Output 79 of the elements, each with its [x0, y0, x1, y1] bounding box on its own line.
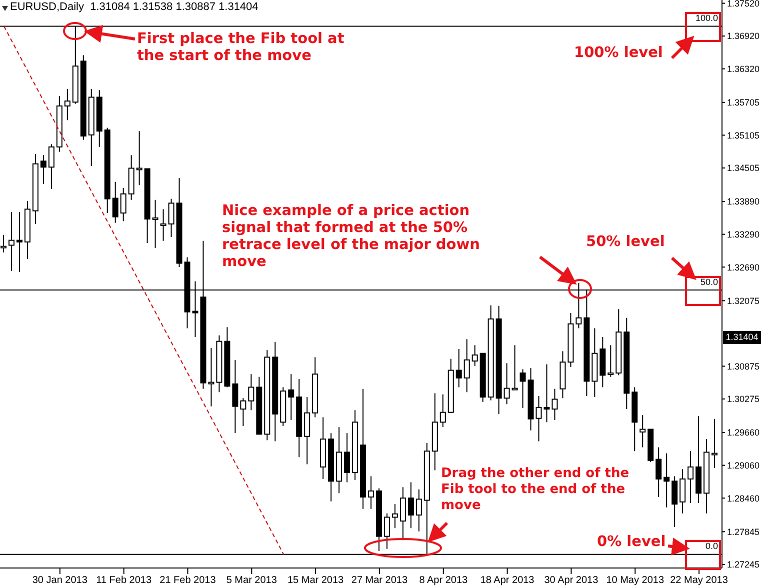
x-tick-label: 27 Mar 2013 [351, 575, 408, 586]
candlestick [152, 199, 158, 248]
candlestick [680, 468, 686, 514]
candlestick [656, 446, 662, 498]
candlestick [512, 344, 518, 390]
candlestick [712, 418, 718, 469]
candlestick [368, 476, 374, 510]
candlestick [640, 414, 646, 448]
candlestick [552, 388, 558, 420]
y-tick-label: 1.32075 [727, 296, 760, 306]
candlestick [344, 432, 350, 483]
x-tick-label: 10 May 2013 [606, 575, 664, 586]
x-tick-label: 21 Feb 2013 [160, 575, 216, 586]
x-tick-label: 8 Apr 2013 [419, 575, 468, 586]
x-tick-label: 22 May 2013 [670, 575, 728, 586]
candlestick [608, 344, 614, 378]
candlestick [48, 144, 54, 190]
annotation: 50.0 [699, 277, 718, 288]
annotation: 0% level [597, 534, 667, 551]
candlestick [408, 482, 414, 529]
y-tick-label: 1.30275 [727, 394, 760, 404]
candlestick [64, 88, 70, 121]
candlestick [240, 398, 246, 426]
candlestick [664, 452, 670, 508]
y-tick-label: 1.27845 [727, 526, 760, 537]
candlestick [16, 211, 22, 272]
candlestick [208, 347, 214, 407]
candlestick [472, 344, 478, 366]
y-tick-label: 1.27245 [727, 560, 760, 570]
candlestick [416, 488, 422, 532]
y-tick-label: 1.34505 [727, 163, 760, 174]
candlestick [160, 208, 166, 242]
x-tick-label: 30 Jan 2013 [32, 575, 88, 586]
candlestick [392, 504, 398, 529]
y-tick-label: 1.28460 [727, 493, 760, 504]
y-tick-label: 1.29060 [727, 460, 760, 471]
candlestick [400, 486, 406, 541]
y-tick-label: 1.29660 [727, 428, 760, 438]
y-tick-label: 1.30875 [727, 361, 760, 372]
y-tick-label: 1.33890 [727, 196, 760, 207]
candlestick [688, 450, 694, 504]
y-tick-label: 1.35705 [727, 98, 760, 108]
candlestick [40, 154, 46, 185]
x-tick-label: 15 Mar 2013 [287, 575, 344, 586]
y-tick-label: 1.36920 [727, 31, 760, 42]
candlestick [120, 187, 126, 222]
y-tick-label: 1.35105 [727, 130, 760, 140]
candlestick [520, 368, 526, 408]
x-tick-label: 18 Apr 2013 [480, 575, 535, 586]
candlestick [464, 338, 470, 393]
candlestick [440, 394, 446, 428]
y-tick-label: 1.33290 [727, 229, 760, 240]
text: 1.31404 [723, 331, 761, 344]
annotation: 100% level [574, 45, 664, 62]
candlestick [8, 211, 14, 272]
candlestick [288, 374, 294, 420]
candlestick [456, 348, 462, 388]
candlestick [672, 476, 678, 528]
candlestick [168, 198, 174, 238]
x-tick-label: 11 Feb 2013 [96, 575, 152, 586]
annotation: Nice example of a price action signal that formed at the 50% retrace level of the major down move [222, 203, 481, 271]
chart-title: EURUSD,Daily 1.31084 1.31538 1.30887 1.31404 [10, 1, 258, 13]
x-tick-label: 5 Mar 2013 [226, 575, 278, 586]
candlestick [304, 396, 310, 465]
y-tick-label: 1.37520 [727, 0, 760, 8]
annotation: Drag the other end of the Fib tool to the end of the move [441, 466, 630, 514]
y-tick-label: 1.36320 [727, 64, 760, 74]
candlestick [136, 130, 142, 186]
candlestick [384, 512, 390, 550]
x-tick-label: 30 Apr 2013 [544, 575, 599, 586]
y-tick-label: 1.32690 [727, 262, 760, 272]
candlestick [232, 359, 238, 434]
annotation: 0.0 [704, 541, 718, 552]
candlestick [504, 362, 510, 405]
candlestick [112, 181, 118, 224]
annotation: 50% level [586, 234, 666, 251]
annotation: First place the Fib tool at the start of the move [137, 31, 346, 65]
candlestick [248, 374, 254, 411]
annotation: 100.0 [694, 13, 718, 24]
